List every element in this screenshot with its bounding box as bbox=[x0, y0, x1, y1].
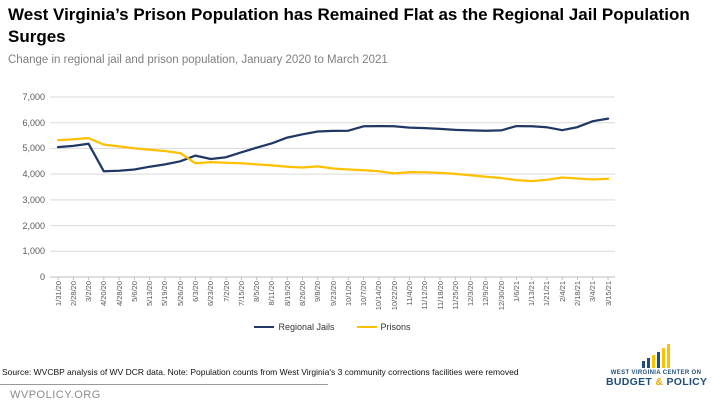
page-title: West Virginia’s Prison Population has Re… bbox=[8, 5, 690, 47]
x-tick-label: 12/3/20 bbox=[466, 281, 476, 307]
x-tick-label: 1/31/20 bbox=[53, 281, 63, 307]
legend-swatch bbox=[356, 325, 377, 329]
x-tick-label: 6/23/20 bbox=[206, 281, 216, 307]
x-tick-label: 5/19/20 bbox=[160, 281, 170, 307]
series-line-regional-jails bbox=[56, 117, 610, 173]
legend-label: Prisons bbox=[380, 322, 411, 332]
legend-item-regional-jails: Regional Jails bbox=[254, 322, 335, 332]
x-tick-label: 1/6/21 bbox=[511, 281, 521, 302]
x-tick-label: 3/4/21 bbox=[588, 281, 598, 302]
x-tick-label: 10/1/20 bbox=[343, 281, 353, 307]
y-tick-label: 3,000 bbox=[22, 194, 45, 205]
x-tick-label: 5/6/20 bbox=[129, 281, 139, 302]
logo-bar bbox=[641, 361, 646, 368]
x-tick-label: 10/22/20 bbox=[389, 281, 399, 311]
logo-budget: BUDGET bbox=[606, 376, 656, 388]
x-tick-label: 2/18/21 bbox=[573, 281, 583, 307]
series-line-prisons bbox=[56, 136, 610, 183]
x-tick-label: 1/13/21 bbox=[527, 281, 537, 307]
x-tick-label: 12/30/20 bbox=[496, 281, 506, 311]
logo-bars-icon bbox=[606, 344, 706, 368]
y-tick-label: 1,000 bbox=[22, 246, 45, 257]
logo-ampersand: & bbox=[655, 376, 664, 388]
y-tick-label: 6,000 bbox=[22, 117, 45, 128]
site-url: WVPOLICY.ORG bbox=[10, 389, 101, 401]
x-tick-label: 10/14/20 bbox=[374, 281, 384, 311]
x-tick-label: 5/13/20 bbox=[145, 281, 155, 307]
logo-bar bbox=[661, 348, 666, 368]
wvcbp-logo: WEST VIRGINIA CENTER ON BUDGET & POLICY bbox=[606, 344, 708, 388]
x-tick-label: 11/18/20 bbox=[435, 281, 445, 310]
logo-bar bbox=[666, 344, 671, 368]
x-tick-label: 8/5/20 bbox=[252, 281, 262, 302]
x-tick-label: 12/9/20 bbox=[481, 281, 491, 307]
legend-item-prisons: Prisons bbox=[356, 322, 411, 332]
logo-policy: POLICY bbox=[663, 376, 708, 388]
source-note: Source: WVCBP analysis of WV DCR data. N… bbox=[2, 367, 519, 377]
x-tick-label: 11/25/20 bbox=[450, 281, 460, 310]
logo-line1: WEST VIRGINIA CENTER ON bbox=[610, 370, 702, 376]
x-tick-label: 10/7/20 bbox=[359, 281, 369, 307]
logo-line2: BUDGET & POLICY bbox=[606, 376, 708, 388]
x-tick-label: 4/20/20 bbox=[99, 281, 109, 307]
y-tick-label: 0 bbox=[39, 272, 45, 282]
legend-swatch bbox=[254, 325, 275, 329]
x-tick-label: 3/15/21 bbox=[603, 281, 613, 307]
x-tick-label: 8/11/20 bbox=[267, 281, 277, 306]
footer-divider bbox=[0, 384, 328, 385]
y-tick-label: 7,000 bbox=[22, 92, 45, 102]
legend-label: Regional Jails bbox=[278, 322, 335, 332]
x-tick-label: 11/4/20 bbox=[404, 281, 414, 306]
page-subtitle: Change in regional jail and prison popul… bbox=[8, 54, 388, 66]
logo-bar bbox=[646, 358, 651, 368]
x-tick-label: 6/3/20 bbox=[191, 281, 201, 302]
y-tick-label: 4,000 bbox=[22, 169, 45, 180]
logo-bar bbox=[656, 352, 661, 368]
logo-bar bbox=[651, 355, 656, 368]
x-tick-label: 8/19/20 bbox=[282, 281, 292, 307]
y-tick-label: 5,000 bbox=[22, 143, 45, 154]
x-tick-label: 4/28/20 bbox=[114, 281, 124, 307]
x-tick-label: 2/4/21 bbox=[557, 281, 567, 302]
x-tick-label: 1/21/21 bbox=[542, 281, 552, 307]
x-tick-label: 3/2/20 bbox=[84, 281, 94, 302]
x-tick-label: 7/2/20 bbox=[221, 281, 231, 302]
x-tick-label: 9/8/20 bbox=[313, 281, 323, 302]
x-tick-label: 2/28/20 bbox=[68, 281, 78, 307]
x-tick-label: 7/15/20 bbox=[236, 281, 246, 307]
x-tick-label: 8/26/20 bbox=[297, 281, 307, 307]
x-tick-label: 5/26/20 bbox=[175, 281, 185, 307]
x-tick-label: 11/12/20 bbox=[420, 281, 430, 310]
y-tick-label: 2,000 bbox=[22, 220, 45, 231]
chart-legend: Regional Jails Prisons bbox=[0, 322, 665, 332]
x-tick-label: 9/23/20 bbox=[328, 281, 338, 307]
